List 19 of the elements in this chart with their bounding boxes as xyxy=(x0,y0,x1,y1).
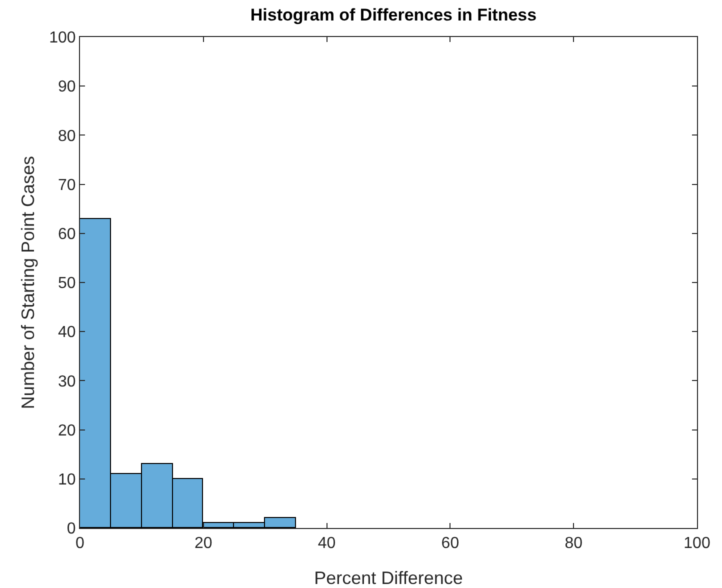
y-axis-title: Number of Starting Point Cases xyxy=(18,156,38,410)
x-tick-label: 40 xyxy=(318,535,336,552)
y-tick-label: 30 xyxy=(58,373,76,390)
y-tick-label: 20 xyxy=(58,422,76,440)
y-tick-label: 90 xyxy=(58,78,76,96)
x-tick-label: 60 xyxy=(441,535,460,552)
x-tick-label: 80 xyxy=(564,535,583,552)
x-axis-title: Percent Difference xyxy=(314,568,463,588)
y-tick-label: 60 xyxy=(58,226,76,243)
y-tick-label: 10 xyxy=(58,472,76,488)
x-tick-label: 100 xyxy=(684,535,710,552)
y-tick-label: 100 xyxy=(49,30,76,47)
y-tick-label: 70 xyxy=(58,176,76,194)
chart-title: Histogram of Differences in Fitness xyxy=(250,6,537,25)
y-tick-label: 40 xyxy=(58,324,76,342)
y-tick-label: 50 xyxy=(58,275,76,292)
y-tick-label: 80 xyxy=(58,128,76,145)
y-tick-label: 0 xyxy=(66,520,76,538)
x-tick-label: 20 xyxy=(194,535,212,552)
